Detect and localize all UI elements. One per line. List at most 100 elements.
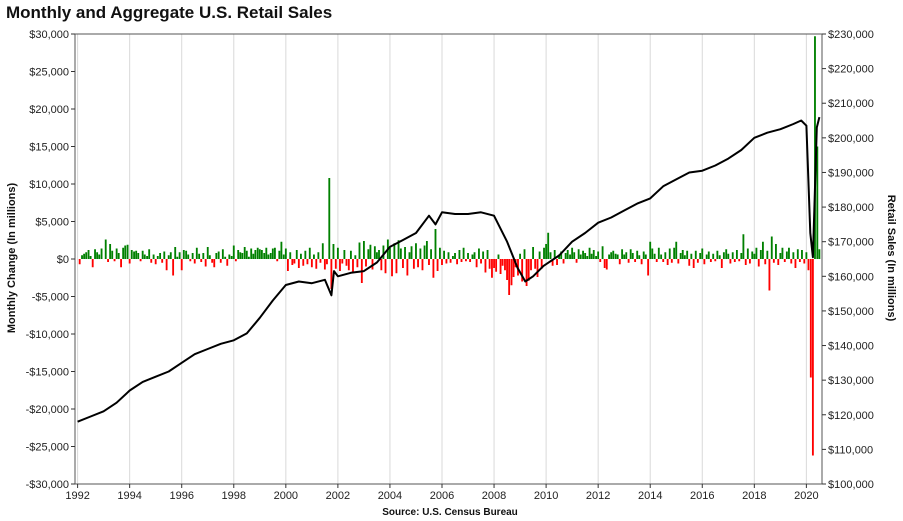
- bar: [657, 247, 660, 259]
- bar: [321, 243, 324, 259]
- left-tick-label: $30,000: [29, 29, 69, 41]
- bar: [653, 253, 656, 259]
- bar: [595, 256, 597, 259]
- bar: [768, 259, 771, 291]
- bar: [146, 256, 149, 259]
- bar: [399, 248, 402, 259]
- right-tick-label: $220,000: [828, 64, 874, 76]
- bar: [788, 247, 790, 259]
- bar: [707, 251, 710, 259]
- bar: [289, 252, 292, 259]
- bar: [430, 249, 432, 259]
- bar: [300, 253, 302, 259]
- bar: [412, 259, 415, 269]
- bar: [115, 248, 118, 259]
- right-tick-label: $190,000: [828, 167, 874, 179]
- bar: [85, 252, 88, 259]
- bar: [163, 251, 166, 259]
- bar: [198, 253, 201, 259]
- bar: [534, 259, 537, 269]
- x-tick-label: 1998: [222, 490, 246, 502]
- bar: [258, 249, 261, 259]
- bar: [226, 259, 229, 266]
- bar: [452, 256, 454, 259]
- bar: [759, 250, 762, 259]
- bar: [410, 246, 413, 259]
- bar: [664, 252, 667, 259]
- bar: [150, 259, 153, 263]
- bar: [224, 256, 227, 259]
- bar: [538, 251, 541, 259]
- bar: [306, 259, 309, 265]
- bar: [794, 259, 797, 268]
- bar: [260, 250, 263, 259]
- bar: [154, 259, 157, 265]
- x-tick-label: 1994: [117, 490, 141, 502]
- right-tick-label: $150,000: [828, 306, 874, 318]
- bar: [592, 250, 595, 259]
- bar: [558, 254, 561, 259]
- bar: [612, 250, 615, 259]
- bar: [631, 253, 634, 259]
- bar: [599, 259, 602, 262]
- bar: [660, 254, 663, 259]
- bar: [681, 250, 684, 259]
- bar: [816, 146, 819, 259]
- left-tick-label: -$10,000: [26, 329, 69, 341]
- bar: [425, 241, 428, 259]
- bar: [801, 250, 803, 259]
- bar: [122, 247, 125, 259]
- bar: [629, 249, 632, 259]
- bar: [649, 241, 652, 259]
- bar: [818, 249, 821, 259]
- bar: [441, 259, 443, 265]
- bar: [280, 241, 283, 259]
- bar: [575, 259, 578, 263]
- x-tick-label: 2002: [326, 490, 350, 502]
- bar: [310, 259, 313, 268]
- bar: [662, 259, 665, 262]
- bar: [573, 252, 576, 259]
- bar: [263, 253, 266, 259]
- x-tick-label: 2020: [794, 490, 818, 502]
- bar: [365, 259, 367, 267]
- bar: [508, 259, 511, 295]
- x-tick-label: 2018: [742, 490, 766, 502]
- bar: [213, 259, 216, 268]
- x-tick-label: 2004: [378, 490, 402, 502]
- bar: [376, 252, 378, 259]
- bar: [445, 259, 448, 264]
- bar: [165, 259, 168, 271]
- bar: [792, 252, 795, 259]
- bar: [785, 251, 788, 259]
- bar: [228, 254, 231, 259]
- bar: [651, 248, 654, 259]
- bar: [688, 259, 691, 266]
- bar: [297, 259, 300, 268]
- bar: [96, 252, 99, 259]
- bar: [291, 259, 294, 265]
- bar: [766, 250, 769, 259]
- bar: [265, 247, 268, 259]
- bar: [189, 259, 192, 262]
- left-axis-label: Monthly Change (In millions): [6, 183, 18, 334]
- bar: [208, 255, 211, 259]
- chart-title: Monthly and Aggregate U.S. Retail Sales: [6, 3, 333, 22]
- bar: [623, 254, 626, 259]
- bar: [447, 252, 450, 259]
- bar: [130, 250, 133, 259]
- bar: [746, 248, 749, 259]
- bar: [167, 255, 170, 259]
- bar: [543, 247, 545, 259]
- bar: [491, 259, 493, 278]
- bar: [369, 244, 372, 259]
- bar: [180, 259, 183, 271]
- bar: [740, 253, 743, 259]
- bar: [679, 253, 682, 259]
- bar: [176, 256, 179, 259]
- bar: [673, 247, 676, 259]
- bar: [215, 253, 218, 259]
- bar: [454, 253, 456, 259]
- bar: [159, 253, 162, 259]
- bar: [239, 252, 242, 259]
